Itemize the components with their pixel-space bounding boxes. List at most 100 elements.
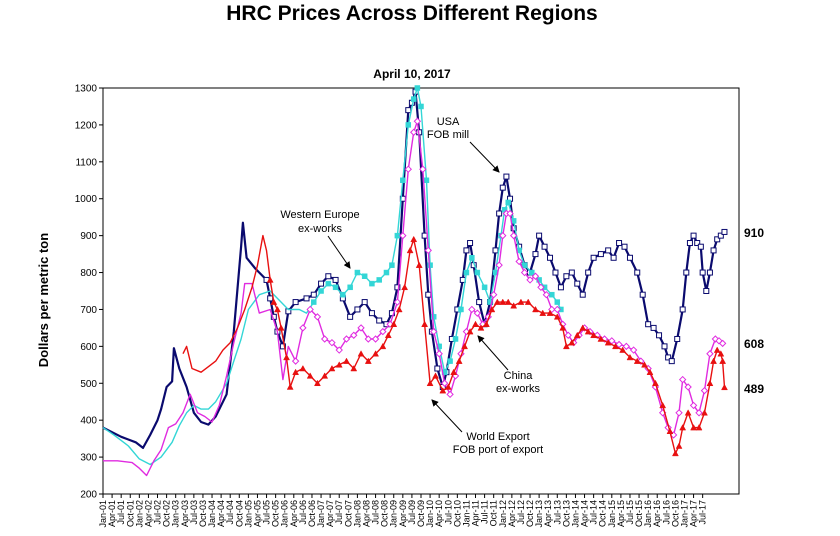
data-point-world-export (706, 379, 714, 387)
x-tick-label: Apr-03 (180, 500, 190, 527)
annotation-world-line2: FOB port of export (453, 444, 543, 456)
x-tick-label: Oct-14 (598, 500, 608, 527)
x-tick-label: Jul-11 (480, 500, 490, 524)
data-point-world-export (641, 361, 648, 368)
data-point-world-export (321, 372, 329, 379)
x-tick-label: Jan-08 (352, 500, 362, 528)
data-point-usa (467, 240, 474, 247)
data-point-world-export (283, 353, 290, 361)
chart-title: HRC Prices Across Different Regions (226, 2, 598, 25)
x-tick-label: Apr-02 (143, 500, 153, 527)
data-point-world-export (390, 320, 398, 327)
data-point-china (446, 390, 454, 399)
data-point-usa (661, 343, 668, 350)
data-point-usa (585, 269, 592, 276)
x-tick-label: Jul-02 (153, 500, 163, 525)
x-tick-label: Jul-08 (371, 500, 381, 525)
y-tick-label: 500 (80, 379, 97, 390)
data-point-china (468, 305, 476, 314)
annotation-world-arrow (431, 399, 463, 433)
y-tick-label: 600 (80, 342, 97, 353)
data-point-world-export (328, 364, 336, 372)
x-tick-label: Jul-05 (262, 500, 272, 525)
series-layer (102, 85, 728, 477)
x-tick-label: Jul-04 (225, 500, 235, 525)
x-tick-label: Apr-14 (580, 500, 590, 527)
x-tick-label: Apr-09 (398, 500, 408, 527)
data-point-china (430, 327, 438, 336)
x-tick-label: Jul-17 (698, 500, 708, 525)
data-point-usa (690, 232, 697, 239)
data-point-western-europe (354, 269, 361, 276)
end-label-china: 608 (744, 337, 764, 351)
data-point-china (440, 379, 449, 387)
data-point-western-europe (430, 314, 437, 320)
y-tick-label: 400 (80, 416, 97, 427)
data-point-china (320, 335, 329, 343)
data-point-china (548, 305, 556, 314)
x-tick-label: Oct-06 (307, 500, 317, 527)
data-point-usa (634, 269, 641, 276)
data-point-world-export (573, 331, 581, 339)
data-point-world-export (659, 401, 667, 409)
x-tick-label: Oct-12 (525, 500, 535, 527)
data-point-world-export (510, 302, 518, 309)
data-point-usa (557, 284, 564, 291)
data-point-western-europe (469, 255, 475, 261)
data-point-usa (626, 254, 633, 261)
data-point-usa (697, 243, 704, 250)
series-world-export-fob-port-of-export (182, 234, 728, 457)
data-point-usa (499, 184, 506, 191)
data-point-world-export (717, 350, 725, 357)
data-point-china (386, 320, 394, 328)
data-point-china (419, 165, 427, 173)
y-tick-label: 1200 (75, 120, 98, 131)
data-point-china (299, 324, 307, 332)
data-point-world-export (335, 361, 343, 368)
data-point-world-export (651, 379, 659, 387)
y-tick-label: 800 (80, 268, 97, 279)
annotation-usa-arrow (469, 141, 500, 173)
data-point-usa (694, 240, 701, 247)
data-point-china (718, 339, 727, 348)
data-point-western-europe (376, 277, 382, 283)
y-tick-label: 1100 (75, 157, 97, 168)
annotation-we-line2: ex-works (298, 223, 343, 235)
data-point-usa (710, 247, 717, 254)
data-point-china (399, 231, 407, 240)
data-point-world-export (472, 320, 479, 327)
data-point-china (342, 335, 351, 343)
data-point-china (413, 117, 422, 125)
data-point-world-export (695, 424, 703, 431)
data-point-western-europe (474, 269, 481, 276)
x-tick-label: Apr-10 (434, 500, 444, 527)
data-point-world-export (553, 313, 561, 320)
x-tick-label: Jan-03 (171, 500, 181, 528)
data-point-world-export (410, 235, 418, 243)
data-point-world-export (395, 305, 403, 313)
x-tick-label: Oct-13 (561, 500, 571, 527)
data-point-usa (668, 358, 675, 365)
x-tick-label: Oct-09 (416, 500, 426, 527)
data-point-china (313, 313, 322, 321)
data-point-world-export (277, 324, 285, 331)
data-point-china (435, 350, 443, 358)
data-point-usa (721, 228, 728, 235)
x-tick-label: Apr-15 (616, 500, 626, 527)
data-point-china (553, 305, 561, 314)
x-tick-label: Jan-16 (643, 500, 653, 528)
data-point-world-export (597, 335, 605, 342)
y-tick-label: 1300 (75, 84, 98, 95)
data-point-usa (292, 299, 299, 306)
data-point-world-export (364, 357, 372, 364)
x-tick-label: Jan-13 (534, 500, 544, 528)
data-point-western-europe (505, 199, 511, 206)
data-point-world-export (372, 350, 379, 357)
data-point-usa (425, 291, 432, 298)
data-point-world-export (562, 342, 570, 350)
data-point-china (328, 338, 336, 347)
annotation-china-line2: ex-works (496, 383, 541, 395)
data-point-world-export (684, 409, 692, 416)
data-point-usa (665, 354, 672, 361)
